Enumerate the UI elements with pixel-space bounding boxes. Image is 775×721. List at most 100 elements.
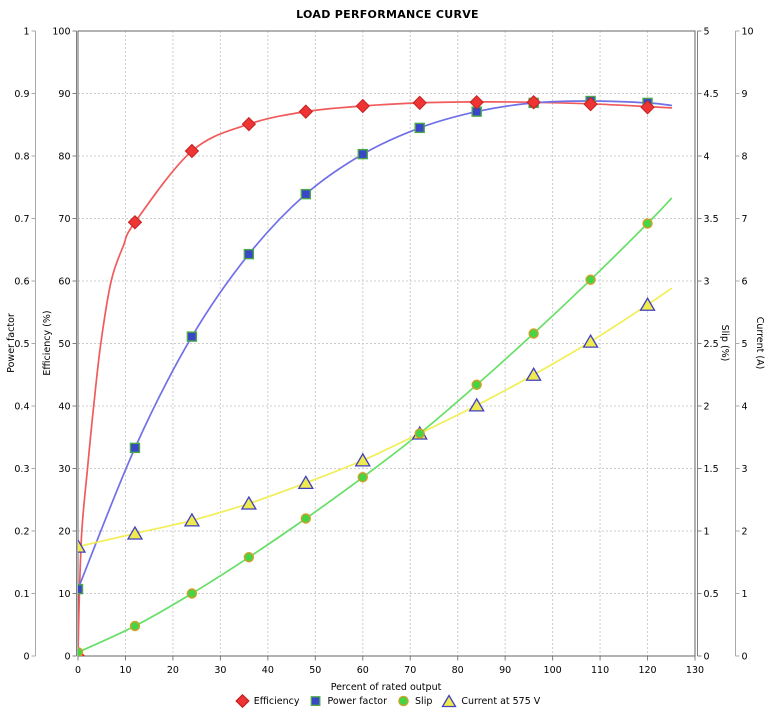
marker-current-at-575-v [582,333,599,348]
tick-label-power_factor: 1 [23,27,29,38]
tick-label-slip: 3 [704,277,710,288]
tick-label-power_factor: 0.2 [14,527,29,538]
slip-circle-icon [398,695,409,707]
tick-label-power_factor: 0.5 [14,339,29,350]
marker-slip [129,620,141,632]
gridlines [78,30,695,656]
tick-label-efficiency: 30 [58,464,70,475]
tick-label-slip: 4 [704,152,710,163]
tick-label-slip: 2.5 [704,339,719,350]
tick-label-current: 4 [742,402,748,413]
marker-efficiency [355,98,370,114]
marker-efficiency [469,95,484,110]
legend-item-current: Current at 575 V [441,694,540,708]
legend-label-power-factor: Power factor [327,695,388,707]
tick-label-slip: 2 [704,402,710,413]
tick-label-slip: 0 [704,652,710,663]
marker-current-at-575-v [639,296,656,311]
tick-label-efficiency: 90 [58,89,70,100]
tick-label-efficiency: 50 [58,339,70,350]
plot-border [77,30,696,657]
x-axis-title: Percent of rated output [331,682,442,693]
efficiency-diamond-icon [234,694,250,708]
series-line-efficiency [78,101,673,656]
marker-efficiency [241,116,257,132]
tick-label-current: 9 [742,89,748,100]
marker-efficiency [184,143,200,159]
marker-efficiency [583,96,598,112]
tick-label-current: 3 [742,464,748,475]
tick-label-x: 60 [357,665,369,676]
marker-slip [78,647,84,656]
marker-power-factor [186,331,198,342]
legend-label-slip: Slip [415,695,433,707]
legend-item-slip: Slip [396,694,432,708]
marker-slip [471,379,482,390]
tick-label-x: 70 [404,665,416,676]
marker-efficiency [640,100,655,115]
marker-current-at-575-v [126,525,144,540]
marker-slip [585,274,596,285]
tick-label-slip: 0.5 [704,589,719,600]
tick-label-efficiency: 70 [58,214,70,225]
marker-slip [300,513,312,524]
marker-slip [243,552,255,563]
tick-label-current: 8 [742,152,748,163]
legend-label-efficiency: Efficiency [253,695,300,707]
marker-power-factor [129,442,141,454]
tick-label-x: 110 [591,665,609,676]
tick-label-current: 6 [742,277,748,288]
tick-label-current: 2 [742,527,748,538]
tick-label-x: 10 [119,665,131,676]
tick-label-slip: 4.5 [704,89,719,100]
legend: Efficiency Power factor Slip Current at … [0,694,775,708]
legend-label-current: Current at 575 V [461,695,541,707]
marker-power-factor [243,248,255,260]
tick-label-current: 10 [742,27,754,38]
tick-label-power_factor: 0 [23,652,29,663]
tick-label-power_factor: 0.6 [14,277,29,288]
tick-label-x: 130 [686,665,704,676]
tick-label-current: 0 [742,652,748,663]
tick-label-x: 20 [167,665,179,676]
series-markers [78,95,656,656]
marker-slip [528,328,539,339]
current-triangle-icon [441,694,458,708]
tick-label-x: 100 [544,665,562,676]
marker-current-at-575-v [183,512,201,527]
marker-current-at-575-v [240,495,257,510]
tick-label-power_factor: 0.3 [14,464,29,475]
marker-power-factor [357,148,368,160]
axis-title-power-factor: Power factor [6,313,17,373]
legend-item-efficiency: Efficiency [234,694,300,708]
axis-title-slip: Slip (%) [719,325,730,362]
tick-label-power_factor: 0.4 [14,402,29,413]
tick-label-efficiency: 60 [58,277,70,288]
tick-label-slip: 3.5 [704,214,719,225]
marker-power-factor [300,188,312,200]
marker-current-at-575-v [78,538,87,553]
tick-label-slip: 1 [704,527,710,538]
tick-label-power_factor: 0.8 [14,152,29,163]
tick-label-slip: 5 [704,27,710,38]
tick-label-x: 40 [262,665,274,676]
legend-item-power-factor: Power factor [308,694,387,708]
marker-slip [186,588,198,599]
marker-power-factor [414,122,425,134]
tick-label-current: 5 [742,339,748,350]
chart-title: LOAD PERFORMANCE CURVE [296,8,479,21]
axes: 00.10.20.30.40.50.60.70.80.9101020304050… [14,27,753,677]
tick-label-efficiency: 40 [58,402,70,413]
marker-current-at-575-v [468,397,485,412]
marker-current-at-575-v [354,452,371,467]
tick-label-efficiency: 80 [58,152,70,163]
marker-efficiency [127,215,143,230]
series-line-power-factor [78,100,673,590]
marker-current-at-575-v [297,475,314,490]
tick-label-x: 120 [638,665,656,676]
marker-efficiency [412,95,427,111]
marker-efficiency [526,95,541,110]
tick-label-efficiency: 20 [58,527,70,538]
marker-efficiency [298,104,314,119]
